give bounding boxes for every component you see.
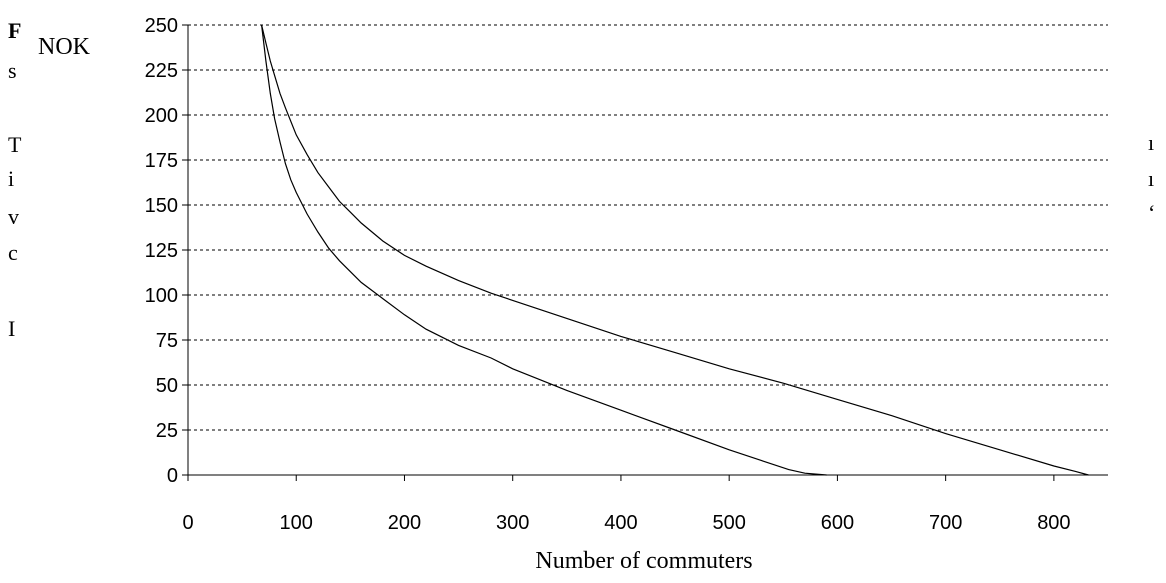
y-tick-label: 25 — [156, 420, 178, 442]
y-tick-label: 250 — [145, 15, 178, 37]
y-axis-label: NOK — [38, 34, 91, 60]
background-letter: c — [8, 240, 18, 265]
background-letter: i — [8, 166, 15, 191]
background-letter: s — [8, 58, 17, 83]
background-letter: F — [8, 18, 22, 43]
background-letter: v — [8, 204, 19, 229]
x-tick-label: 700 — [929, 512, 962, 534]
background-letter: ı — [1148, 166, 1155, 191]
x-tick-label: 300 — [496, 512, 529, 534]
axes — [182, 24, 1108, 481]
chart-background — [30, 20, 1148, 520]
series-line-2 — [261, 24, 1089, 476]
x-tick-label: 0 — [182, 512, 193, 534]
background-letter: ı — [1148, 130, 1155, 155]
y-tick-label: 75 — [156, 330, 178, 352]
x-axis-label: Number of commuters — [535, 548, 752, 574]
x-tick-label: 500 — [712, 512, 745, 534]
background-letter: ‘ — [1148, 200, 1156, 225]
y-tick-label: 50 — [156, 375, 178, 397]
y-tick-label: 0 — [167, 465, 178, 487]
y-tick-label: 175 — [145, 150, 178, 172]
x-tick-label: 400 — [604, 512, 637, 534]
series-line-1 — [261, 24, 827, 476]
y-tick-label: 200 — [145, 105, 178, 127]
y-tick-label: 225 — [145, 60, 178, 82]
series-group — [261, 24, 1089, 476]
x-tick-label: 200 — [388, 512, 421, 534]
x-tick-labels: 0 100 200 300 400 500 600 700 800 — [182, 512, 1070, 534]
y-tick-label: 150 — [145, 195, 178, 217]
y-tick-label: 100 — [145, 285, 178, 307]
x-tick-label: 600 — [821, 512, 854, 534]
background-letter: T — [8, 132, 22, 157]
background-letter: I — [8, 316, 16, 341]
x-tick-label: 800 — [1037, 512, 1070, 534]
y-tick-label: 125 — [145, 240, 178, 262]
x-tick-label: 100 — [280, 512, 313, 534]
y-tick-labels: 0 25 50 75 100 125 150 175 200 225 250 — [145, 15, 178, 487]
